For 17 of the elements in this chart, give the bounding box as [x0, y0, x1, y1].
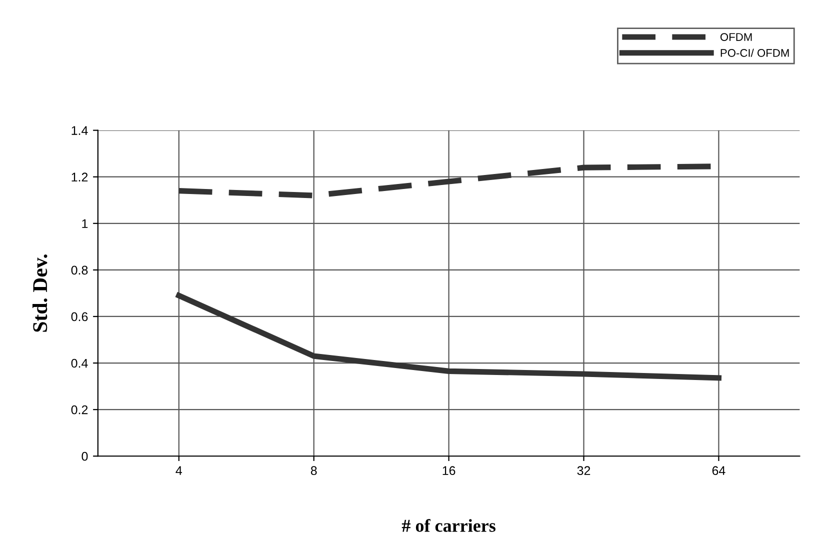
text: PO-CI/ OFDM [720, 48, 789, 57]
x-tick-label: 16 [442, 466, 456, 476]
y-tick-label: 0.8 [71, 266, 88, 275]
text: OFDM [720, 33, 752, 41]
y-tick-label: 0.4 [71, 358, 88, 368]
y-tick-label: 0 [82, 452, 88, 461]
x-tick-label: 32 [577, 466, 590, 476]
x-tick-label: 64 [712, 466, 726, 476]
y-tick-label: 1 [82, 219, 88, 228]
y-tick-label: 1.2 [72, 172, 88, 182]
y-tick-label: 0.6 [71, 312, 88, 322]
y-tick-label: 1.4 [72, 126, 88, 135]
y-axis-title: Std. Dev. [32, 254, 48, 332]
x-axis-title: # of carriers [402, 518, 496, 532]
x-tick-label: 4 [176, 466, 182, 475]
y-tick-label: 0.2 [71, 405, 88, 414]
x-tick-label: 8 [310, 466, 317, 476]
